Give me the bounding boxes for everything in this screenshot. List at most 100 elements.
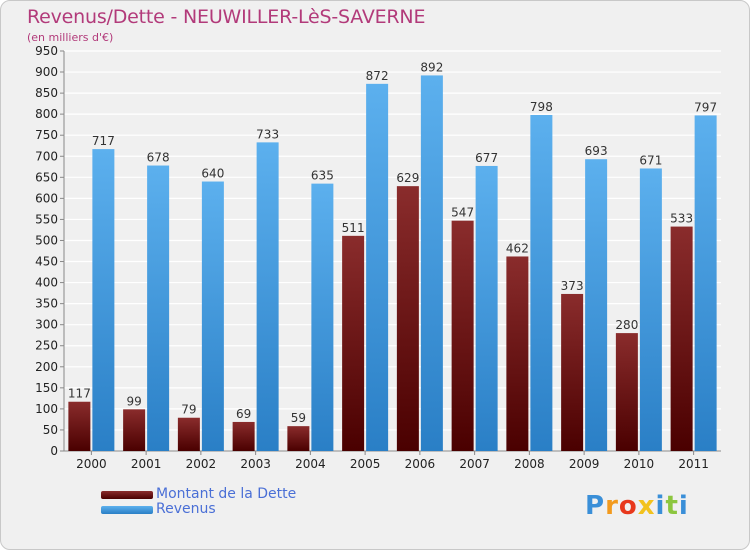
bar-revenus <box>420 75 443 451</box>
data-label-revenus: 798 <box>530 100 553 114</box>
legend-swatch-revenus <box>101 506 153 514</box>
legend-swatch-dette <box>101 491 153 499</box>
data-label-revenus: 677 <box>475 151 498 165</box>
data-label-dette: 547 <box>451 206 474 220</box>
y-tick-label: 200 <box>35 360 58 374</box>
bar-dette <box>561 293 584 451</box>
bar-revenus <box>311 183 334 451</box>
y-tick-label: 750 <box>35 128 58 142</box>
bar-dette <box>68 401 91 451</box>
x-tick-label: 2003 <box>240 457 271 471</box>
y-tick-label: 100 <box>35 402 58 416</box>
y-tick-label: 500 <box>35 233 58 247</box>
data-label-revenus: 671 <box>639 153 662 167</box>
y-tick-label: 300 <box>35 318 58 332</box>
chart-title: Revenus/Dette - NEUWILLER-LèS-SAVERNE <box>27 6 426 28</box>
data-label-dette: 280 <box>615 318 638 332</box>
data-label-dette: 79 <box>181 403 196 417</box>
data-label-revenus: 872 <box>366 69 389 83</box>
y-tick-label: 700 <box>35 149 58 163</box>
bar-dette <box>451 220 474 451</box>
y-tick-label: 950 <box>35 44 58 58</box>
x-tick-label: 2008 <box>514 457 545 471</box>
data-label-revenus: 717 <box>92 134 115 148</box>
logo-letter: i <box>655 491 666 521</box>
y-tick-label: 450 <box>35 255 58 269</box>
chart-subtitle: (en milliers d'€) <box>27 31 114 44</box>
x-tick-label: 2006 <box>405 457 436 471</box>
x-tick-label: 2011 <box>678 457 709 471</box>
bar-dette <box>123 409 146 451</box>
logo-letter: t <box>665 491 679 521</box>
bar-revenus <box>585 159 608 452</box>
x-tick-label: 2009 <box>569 457 600 471</box>
x-tick-label: 2004 <box>295 457 326 471</box>
data-label-dette: 533 <box>670 212 693 226</box>
bar-revenus <box>530 115 553 451</box>
x-axis: 2000 2001 2002 2003 2004 2005 2006 2007 2008 2009… <box>76 457 709 471</box>
legend-label-revenus: Revenus <box>156 501 216 517</box>
x-tick-label: 2005 <box>350 457 381 471</box>
data-label-dette: 373 <box>561 279 584 293</box>
bar-dette <box>232 421 255 451</box>
logo-letter: r <box>605 491 619 521</box>
grid-layer <box>60 50 721 455</box>
proxiti-logo: Proxiti <box>585 491 689 521</box>
data-label-revenus: 693 <box>585 144 608 158</box>
y-tick-label: 400 <box>35 276 58 290</box>
x-tick-label: 2000 <box>76 457 107 471</box>
bar-dette <box>342 235 365 451</box>
data-label-revenus: 635 <box>311 169 334 183</box>
bar-revenus <box>256 142 279 452</box>
y-tick-label: 50 <box>43 423 58 437</box>
y-tick-label: 250 <box>35 339 58 353</box>
data-label-dette: 462 <box>506 241 529 255</box>
x-tick-label: 2007 <box>459 457 490 471</box>
data-label-dette: 69 <box>236 407 251 421</box>
data-label-revenus: 892 <box>420 60 443 74</box>
logo-letter: o <box>618 491 638 521</box>
bar-revenus <box>201 181 224 452</box>
logo-letter: P <box>585 491 606 521</box>
bar-dette <box>506 256 529 451</box>
logo-letter: x <box>637 491 656 521</box>
bar-revenus <box>366 83 389 451</box>
y-tick-label: 650 <box>35 170 58 184</box>
bar-revenus <box>92 149 115 451</box>
data-label-dette: 511 <box>342 221 365 235</box>
y-tick-label: 800 <box>35 107 58 121</box>
bar-revenus <box>639 168 662 451</box>
x-tick-label: 2002 <box>186 457 217 471</box>
data-label-revenus: 640 <box>201 167 224 181</box>
legend-label-dette: Montant de la Dette <box>156 486 297 502</box>
bar-layer: 117 717 99 678 79 640 69 733 59 635 511 872 629 892 54… <box>68 60 717 452</box>
logo-letter: i <box>678 491 689 521</box>
data-label-dette: 59 <box>291 411 306 425</box>
bar-revenus <box>694 115 717 451</box>
y-tick-label: 150 <box>35 381 58 395</box>
bar-dette <box>670 226 693 451</box>
bar-dette <box>177 417 200 451</box>
y-tick-label: 850 <box>35 86 58 100</box>
y-tick-label: 350 <box>35 297 58 311</box>
bar-revenus <box>147 165 170 452</box>
bar-dette <box>287 426 310 451</box>
y-tick-label: 900 <box>35 65 58 79</box>
data-label-revenus: 678 <box>147 151 170 165</box>
bar-dette <box>615 333 638 451</box>
y-axis: 0 50 100 150 200 250 300 350 400 450 500 550 600 650 7… <box>35 44 58 458</box>
y-tick-label: 600 <box>35 191 58 205</box>
data-label-dette: 99 <box>126 394 141 408</box>
bar-dette <box>396 186 419 451</box>
data-label-revenus: 733 <box>256 127 279 141</box>
data-label-revenus: 797 <box>694 100 717 114</box>
data-label-dette: 117 <box>68 387 91 401</box>
data-label-dette: 629 <box>396 171 419 185</box>
x-tick-label: 2010 <box>624 457 655 471</box>
x-tick-label: 2001 <box>131 457 162 471</box>
bar-revenus <box>475 165 498 451</box>
y-tick-label: 0 <box>50 444 58 458</box>
y-tick-label: 550 <box>35 212 58 226</box>
